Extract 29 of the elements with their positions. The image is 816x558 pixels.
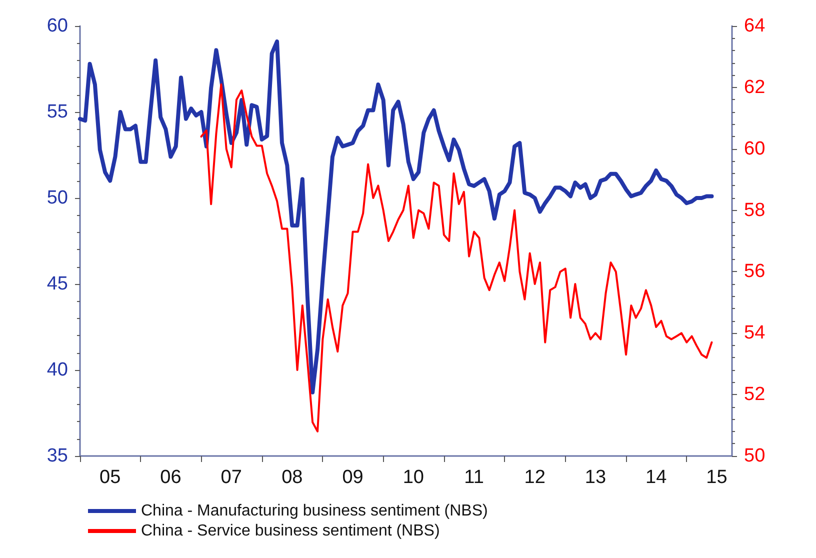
y2-tick-label: 64 [744, 16, 766, 36]
y-tick-label: 60 [46, 16, 68, 36]
legend-label: China - Manufacturing business sentiment (NBS) [141, 502, 488, 520]
y2-tick-label: 60 [744, 138, 766, 160]
x-tick-label: 11 [464, 467, 484, 488]
x-tick-label: 08 [282, 467, 303, 488]
x-tick-label: 05 [99, 467, 121, 488]
y2-tick-label: 50 [744, 446, 766, 466]
y-tick-label: 50 [46, 188, 68, 208]
y-tick-label: 35 [46, 446, 68, 466]
y2-tick-label: 56 [744, 261, 766, 282]
legend-label: China - Service business sentiment (NBS) [141, 522, 440, 540]
y2-tick-label: 54 [744, 322, 766, 344]
x-tick-label: 06 [160, 467, 182, 488]
y2-tick-label: 52 [744, 384, 766, 406]
line-series [200, 83, 713, 432]
x-tick-label: 15 [706, 467, 728, 488]
y2-tick-label: 58 [744, 200, 766, 221]
x-tick-label: 13 [584, 467, 606, 488]
x-tick-label: 10 [402, 467, 424, 488]
x-tick-label: 09 [342, 467, 364, 488]
y2-tick-label: 62 [744, 76, 766, 98]
x-tick-label: 07 [220, 467, 242, 488]
x-tick-label: 12 [524, 467, 546, 488]
y-tick-label: 45 [46, 274, 68, 294]
x-tick-label: 14 [646, 467, 668, 488]
y-tick-label: 55 [46, 102, 68, 122]
line-series [78, 39, 714, 394]
y-tick-label: 40 [46, 360, 68, 380]
